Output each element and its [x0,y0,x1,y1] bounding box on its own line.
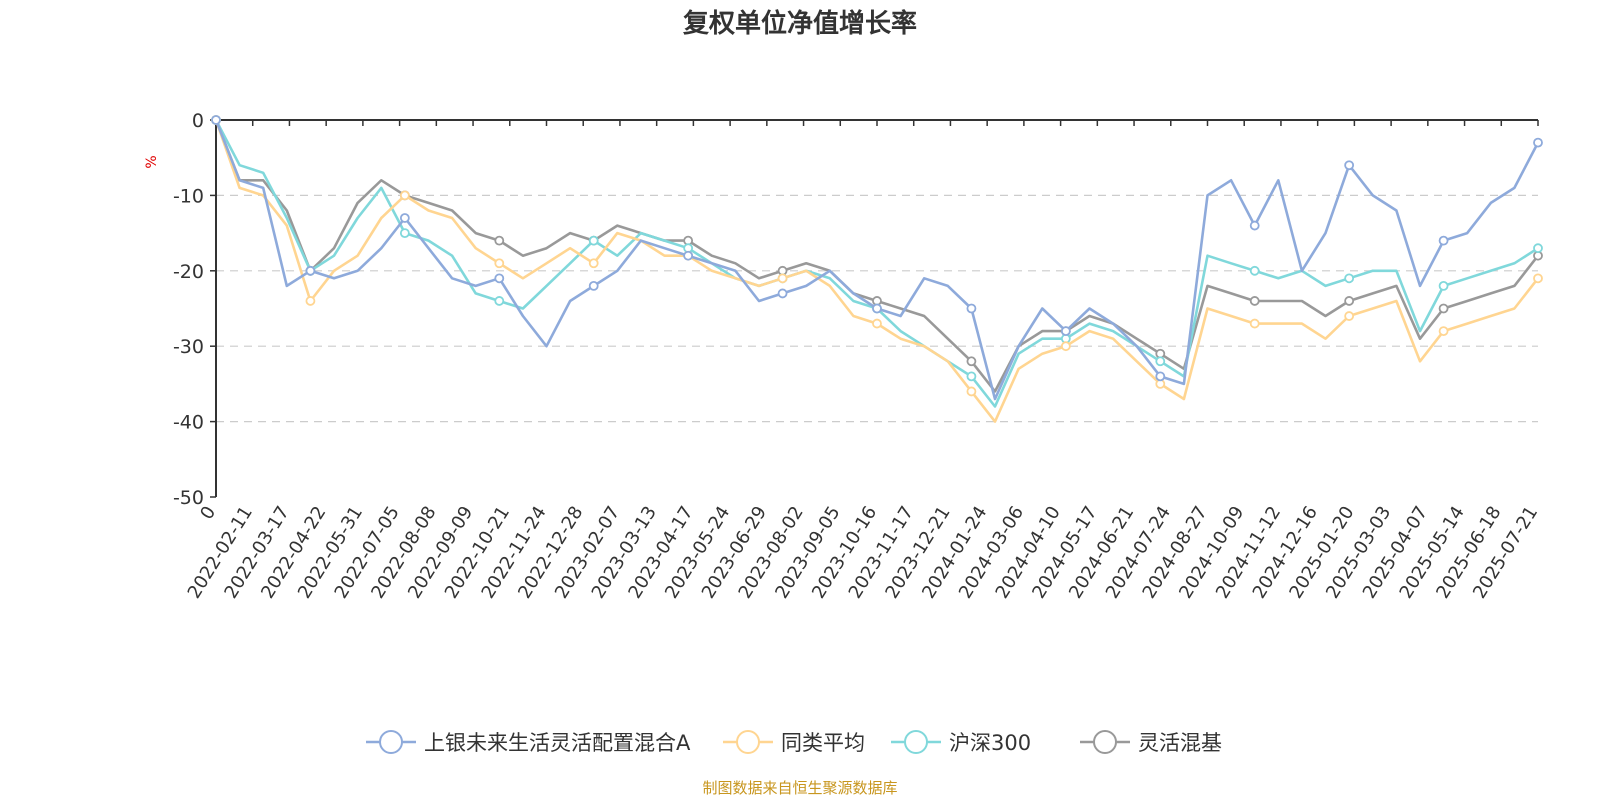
data-point [966,356,977,367]
data-point [1155,371,1166,382]
data-point [1533,273,1543,284]
data-point [588,280,599,291]
legend-label: 沪深300 [949,731,1031,755]
data-point [966,386,977,397]
data-point [494,235,505,246]
data-point [399,228,410,239]
data-point [399,190,410,201]
legend: 上银未来生活灵活配置混合A 同类平均 沪深300 灵活混基 [366,730,1222,755]
data-point [1438,235,1449,246]
data-point [305,265,316,276]
data-point [588,235,599,246]
y-axis-unit: % [144,155,160,168]
legend-marker [379,730,403,754]
data-point [1344,296,1355,306]
data-point [966,371,977,382]
data-point [1438,326,1449,337]
data-point [1249,220,1260,231]
data-point [494,258,505,269]
data-point [1438,280,1449,291]
data-point [966,303,977,314]
data-point [872,303,882,314]
legend-marker [1093,730,1117,754]
y-tick-label: -10 [173,185,204,207]
data-point [494,296,505,306]
legend-marker [904,730,928,754]
series-line [214,119,1539,408]
data-point [1533,137,1543,148]
data-point [588,258,599,269]
chart-title: 复权单位净值增长率 [683,8,917,39]
data-point [1344,160,1355,171]
data-point [399,213,410,223]
data-point [494,273,505,284]
legend-label: 同类平均 [781,731,865,755]
data-point [777,288,788,299]
data-point [1060,341,1071,352]
data-point [1438,303,1449,314]
data-point [1155,356,1166,367]
data-point [777,273,788,284]
y-tick-label: -20 [173,261,204,283]
data-point [1249,296,1260,306]
y-tick-label: -40 [173,412,204,434]
series-line [214,119,1540,393]
legend-label: 灵活混基 [1138,731,1222,755]
series-line [214,119,1540,401]
data-point [1533,243,1543,254]
data-point [305,296,316,306]
series-lines [211,115,1543,423]
data-point [1060,326,1071,337]
source-note: 制图数据来自恒生聚源数据库 [702,779,897,797]
legend-marker [736,730,760,754]
data-point [1249,265,1260,276]
legend-label: 上银未来生活灵活配置混合A [424,731,691,755]
data-point [1344,273,1355,284]
grid-lines [216,194,1538,423]
data-point [1344,311,1355,321]
x-tick-label: 0 [196,503,220,524]
data-point [1249,318,1260,329]
data-point [683,250,694,261]
y-tick-label: -30 [173,336,204,358]
y-tick-label: -50 [173,487,204,509]
data-point [872,318,882,329]
data-point [211,115,221,125]
y-tick-label: 0 [192,110,204,132]
